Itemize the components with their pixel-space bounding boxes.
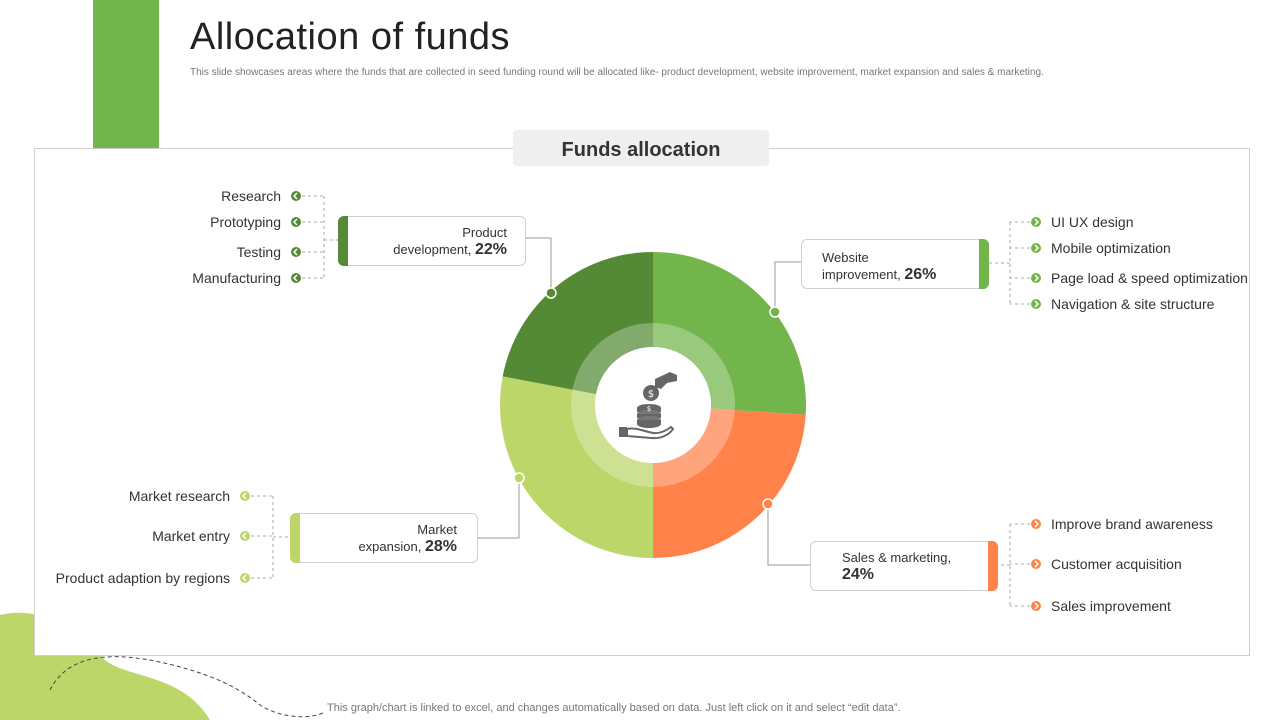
subitem-sales-improvement: Sales improvement — [1051, 598, 1171, 614]
market-expansion-label-2: expansion, — [358, 539, 422, 554]
subitem-market-research: Market research — [128, 488, 230, 504]
connector-product — [524, 237, 552, 293]
sales-marketing-label: Sales & marketing, — [842, 550, 952, 565]
product-development-label: Product — [462, 225, 507, 240]
arrow-bullet-icon — [240, 531, 250, 541]
sales-marketing-percent: 24% — [842, 566, 875, 583]
website-improvement-percent: 26% — [904, 266, 937, 283]
connector-product-dot — [545, 287, 557, 299]
svg-text:$: $ — [647, 405, 651, 413]
subitem-product-adaption: Product adaption by regions — [55, 570, 230, 586]
page-title: Allocation of funds — [190, 16, 511, 58]
website-subitems-bracket — [987, 217, 1041, 309]
arrow-bullet-icon — [1031, 601, 1041, 611]
arrow-bullet-icon — [1031, 559, 1041, 569]
connector-market — [476, 478, 520, 539]
segment-market-expansion[interactable] — [500, 376, 653, 558]
product-development-tab — [338, 216, 348, 266]
connector-sales-dot — [762, 498, 774, 510]
market-expansion-label: Market — [417, 522, 457, 537]
arrow-bullet-icon — [1031, 217, 1041, 227]
product-development-percent: 22% — [474, 241, 507, 258]
subitem-manufacturing: Manufacturing — [192, 270, 281, 286]
arrow-bullet-icon — [1031, 299, 1041, 309]
website-improvement-tab — [979, 239, 989, 289]
footer-note: This graph/chart is linked to excel, and… — [327, 702, 901, 714]
subitem-page-load: Page load & speed optimization — [1051, 270, 1248, 286]
donut-inner-ring — [571, 323, 735, 487]
subitem-prototyping: Prototyping — [210, 214, 281, 230]
subitem-ui-ux-design: UI UX design — [1051, 214, 1134, 230]
panel-title: Funds allocation — [513, 130, 769, 166]
money-in-hand-icon: $ $ — [619, 372, 677, 440]
accent-bar — [93, 0, 159, 148]
product-development-box[interactable]: Product development, 22% — [338, 216, 526, 266]
market-subitems-bracket — [240, 491, 290, 583]
segment-sales-marketing[interactable] — [653, 408, 806, 558]
arrow-bullet-icon — [1031, 273, 1041, 283]
connector-sales — [767, 504, 810, 566]
connector-website — [774, 261, 801, 312]
subitem-mobile-optimization: Mobile optimization — [1051, 240, 1171, 256]
subitem-customer-acquisition: Customer acquisition — [1051, 556, 1182, 572]
arrow-bullet-icon — [291, 217, 301, 227]
arrow-bullet-icon — [240, 573, 250, 583]
market-expansion-percent: 28% — [424, 538, 457, 555]
sales-marketing-tab — [988, 541, 998, 591]
market-expansion-tab — [290, 513, 300, 563]
segment-website-improvement[interactable] — [653, 252, 806, 415]
svg-text:$: $ — [648, 389, 654, 400]
product-subitems-bracket — [291, 191, 338, 283]
website-improvement-label: Website — [822, 250, 869, 265]
arrow-bullet-icon — [240, 491, 250, 501]
page-subtitle: This slide showcases areas where the fun… — [190, 67, 1044, 78]
arrow-bullet-icon — [1031, 243, 1041, 253]
arrow-bullet-icon — [291, 273, 301, 283]
sales-marketing-box[interactable]: Sales & marketing, 24% — [810, 541, 998, 591]
arrow-bullet-icon — [291, 191, 301, 201]
subitem-testing: Testing — [236, 244, 281, 260]
sales-subitems-bracket — [996, 519, 1041, 611]
website-improvement-label-2: improvement, — [822, 267, 901, 282]
website-improvement-box[interactable]: Website improvement, 26% — [801, 239, 989, 289]
market-expansion-box[interactable]: Market expansion, 28% — [290, 513, 478, 563]
subitem-brand-awareness: Improve brand awareness — [1051, 516, 1213, 532]
subitem-navigation: Navigation & site structure — [1051, 296, 1215, 312]
arrow-bullet-icon — [291, 247, 301, 257]
subitem-research: Research — [221, 188, 281, 204]
connector-website-dot — [769, 306, 781, 318]
segment-product-development[interactable] — [502, 251, 653, 395]
product-development-label-2: development, — [393, 242, 472, 257]
subitem-market-entry: Market entry — [152, 528, 230, 544]
arrow-bullet-icon — [1031, 519, 1041, 529]
connector-market-dot — [513, 472, 525, 484]
